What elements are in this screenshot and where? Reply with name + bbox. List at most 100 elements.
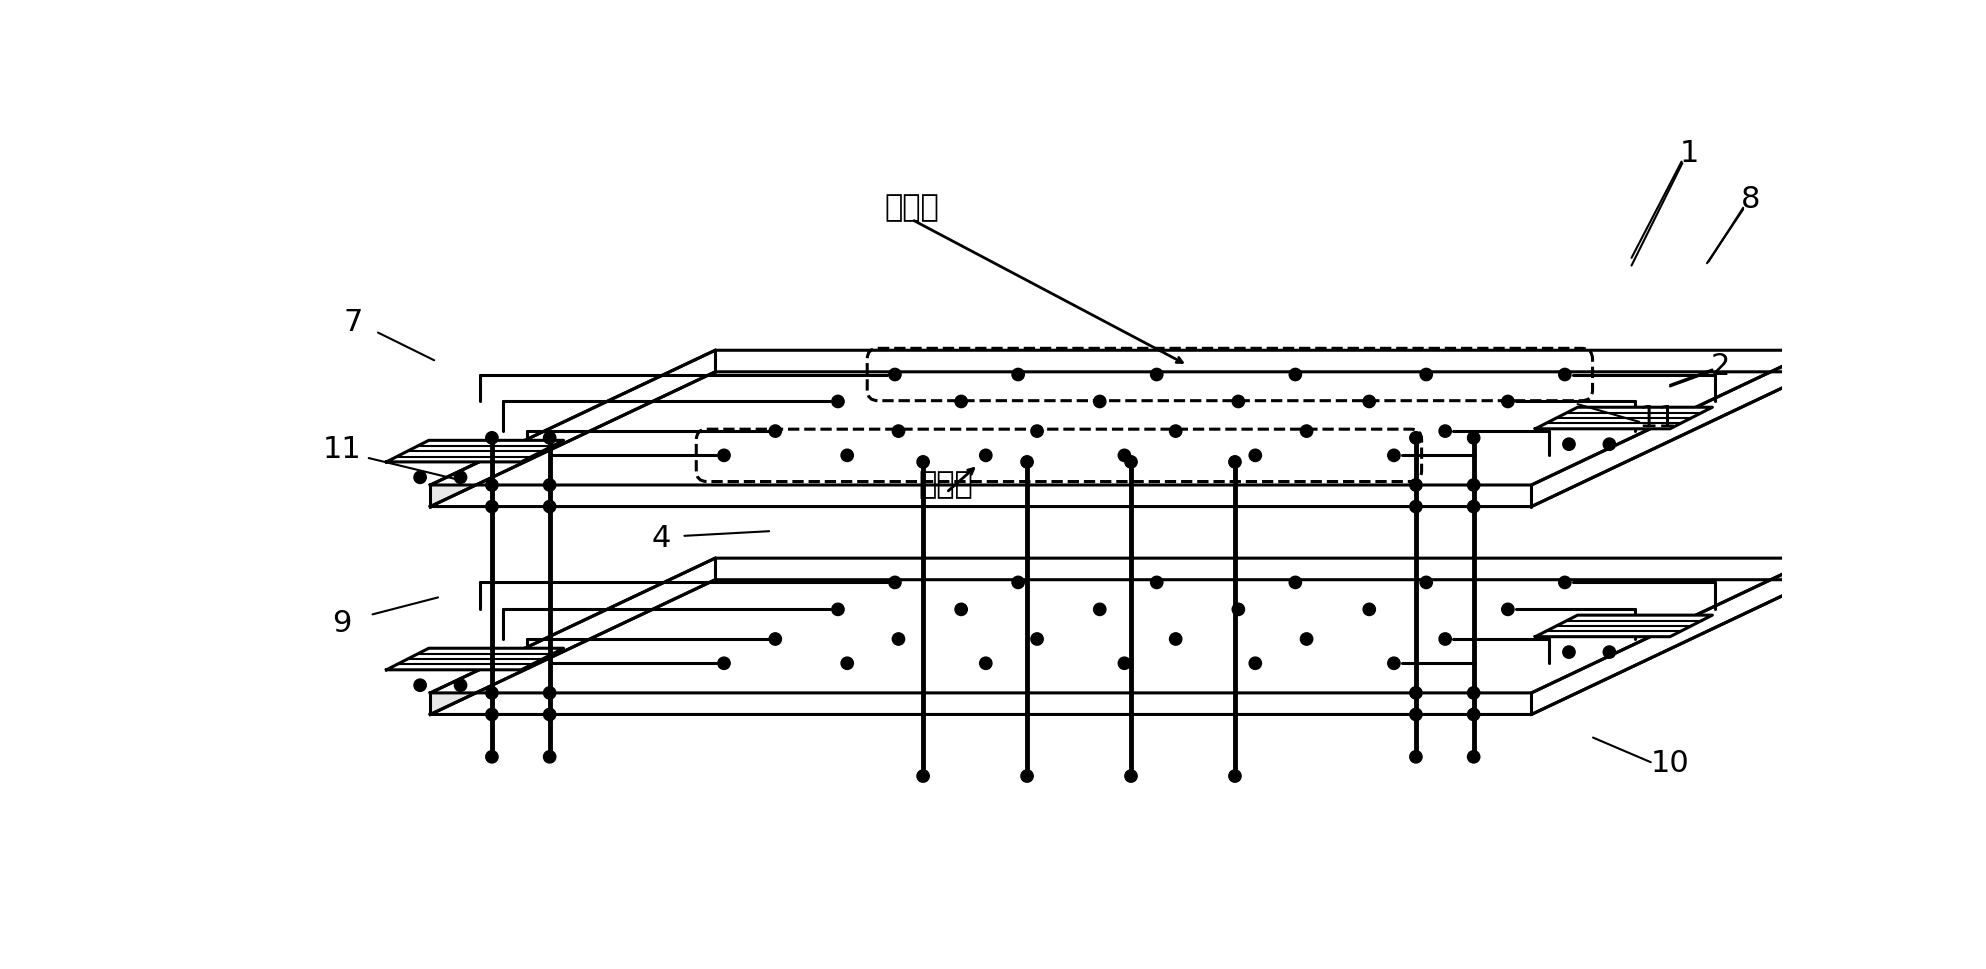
Circle shape bbox=[1231, 396, 1245, 408]
Circle shape bbox=[955, 604, 967, 616]
Circle shape bbox=[1013, 369, 1025, 381]
Circle shape bbox=[1150, 369, 1164, 381]
Circle shape bbox=[1603, 646, 1615, 659]
Circle shape bbox=[979, 657, 991, 670]
Circle shape bbox=[1124, 456, 1138, 469]
Circle shape bbox=[1170, 633, 1182, 645]
Circle shape bbox=[1468, 687, 1480, 700]
Circle shape bbox=[1118, 450, 1130, 462]
Circle shape bbox=[890, 369, 902, 381]
Circle shape bbox=[1468, 751, 1480, 764]
Circle shape bbox=[1410, 432, 1422, 445]
Text: 8: 8 bbox=[1742, 185, 1762, 214]
Circle shape bbox=[1301, 425, 1313, 438]
Circle shape bbox=[544, 751, 556, 764]
Text: 第一行: 第一行 bbox=[884, 193, 939, 222]
Circle shape bbox=[1468, 708, 1480, 721]
Circle shape bbox=[717, 657, 731, 670]
Circle shape bbox=[1410, 501, 1422, 514]
Text: 第四行: 第四行 bbox=[920, 469, 973, 498]
Circle shape bbox=[1563, 439, 1575, 451]
Circle shape bbox=[1603, 439, 1615, 451]
Circle shape bbox=[544, 687, 556, 700]
Circle shape bbox=[892, 633, 906, 645]
Circle shape bbox=[544, 501, 556, 514]
Circle shape bbox=[979, 450, 991, 462]
Circle shape bbox=[1501, 604, 1513, 616]
Polygon shape bbox=[431, 580, 1817, 715]
Circle shape bbox=[1249, 450, 1261, 462]
Circle shape bbox=[1249, 657, 1261, 670]
Circle shape bbox=[1420, 369, 1432, 381]
Circle shape bbox=[769, 425, 780, 438]
Polygon shape bbox=[431, 558, 715, 715]
Polygon shape bbox=[387, 648, 564, 671]
Circle shape bbox=[1440, 425, 1452, 438]
Circle shape bbox=[1229, 456, 1241, 469]
Circle shape bbox=[890, 577, 902, 589]
Circle shape bbox=[1118, 657, 1130, 670]
Circle shape bbox=[1013, 577, 1025, 589]
Circle shape bbox=[544, 708, 556, 721]
Circle shape bbox=[544, 480, 556, 491]
Circle shape bbox=[832, 604, 844, 616]
Circle shape bbox=[1170, 425, 1182, 438]
Circle shape bbox=[1094, 604, 1106, 616]
Text: 11: 11 bbox=[322, 434, 361, 463]
Circle shape bbox=[544, 432, 556, 445]
Polygon shape bbox=[1535, 408, 1712, 429]
Circle shape bbox=[892, 425, 906, 438]
Circle shape bbox=[840, 657, 854, 670]
Circle shape bbox=[1150, 577, 1164, 589]
Circle shape bbox=[1563, 646, 1575, 659]
Circle shape bbox=[1410, 480, 1422, 491]
Circle shape bbox=[1362, 604, 1376, 616]
Circle shape bbox=[832, 396, 844, 408]
Polygon shape bbox=[431, 351, 715, 507]
Circle shape bbox=[455, 472, 467, 484]
Circle shape bbox=[918, 456, 929, 469]
Text: 4: 4 bbox=[651, 523, 671, 552]
Circle shape bbox=[1468, 501, 1480, 514]
Circle shape bbox=[1440, 633, 1452, 645]
Circle shape bbox=[487, 432, 498, 445]
Circle shape bbox=[1124, 770, 1138, 782]
Circle shape bbox=[1289, 577, 1301, 589]
Text: 2: 2 bbox=[1710, 352, 1730, 381]
Text: 7: 7 bbox=[344, 308, 363, 337]
Circle shape bbox=[487, 480, 498, 491]
Polygon shape bbox=[387, 441, 564, 462]
Circle shape bbox=[918, 770, 929, 782]
Circle shape bbox=[1468, 480, 1480, 491]
Text: 10: 10 bbox=[1650, 748, 1690, 777]
Circle shape bbox=[413, 472, 427, 484]
Circle shape bbox=[1362, 396, 1376, 408]
Polygon shape bbox=[1531, 351, 1817, 507]
Circle shape bbox=[955, 396, 967, 408]
Circle shape bbox=[1468, 432, 1480, 445]
Polygon shape bbox=[1531, 558, 1817, 715]
Circle shape bbox=[1229, 770, 1241, 782]
Circle shape bbox=[1559, 577, 1571, 589]
Polygon shape bbox=[431, 351, 1817, 485]
Circle shape bbox=[1501, 396, 1513, 408]
Circle shape bbox=[1559, 369, 1571, 381]
Circle shape bbox=[1231, 604, 1245, 616]
Circle shape bbox=[1388, 657, 1400, 670]
Circle shape bbox=[1031, 633, 1043, 645]
Circle shape bbox=[1410, 687, 1422, 700]
Circle shape bbox=[1021, 456, 1033, 469]
Circle shape bbox=[487, 708, 498, 721]
Circle shape bbox=[1410, 751, 1422, 764]
Text: 11: 11 bbox=[1638, 403, 1678, 432]
Circle shape bbox=[1031, 425, 1043, 438]
Circle shape bbox=[1021, 770, 1033, 782]
Text: 1: 1 bbox=[1680, 139, 1698, 168]
Circle shape bbox=[487, 501, 498, 514]
Polygon shape bbox=[1535, 615, 1712, 637]
Circle shape bbox=[487, 751, 498, 764]
Circle shape bbox=[717, 450, 731, 462]
Circle shape bbox=[1301, 633, 1313, 645]
Circle shape bbox=[840, 450, 854, 462]
Circle shape bbox=[1420, 577, 1432, 589]
